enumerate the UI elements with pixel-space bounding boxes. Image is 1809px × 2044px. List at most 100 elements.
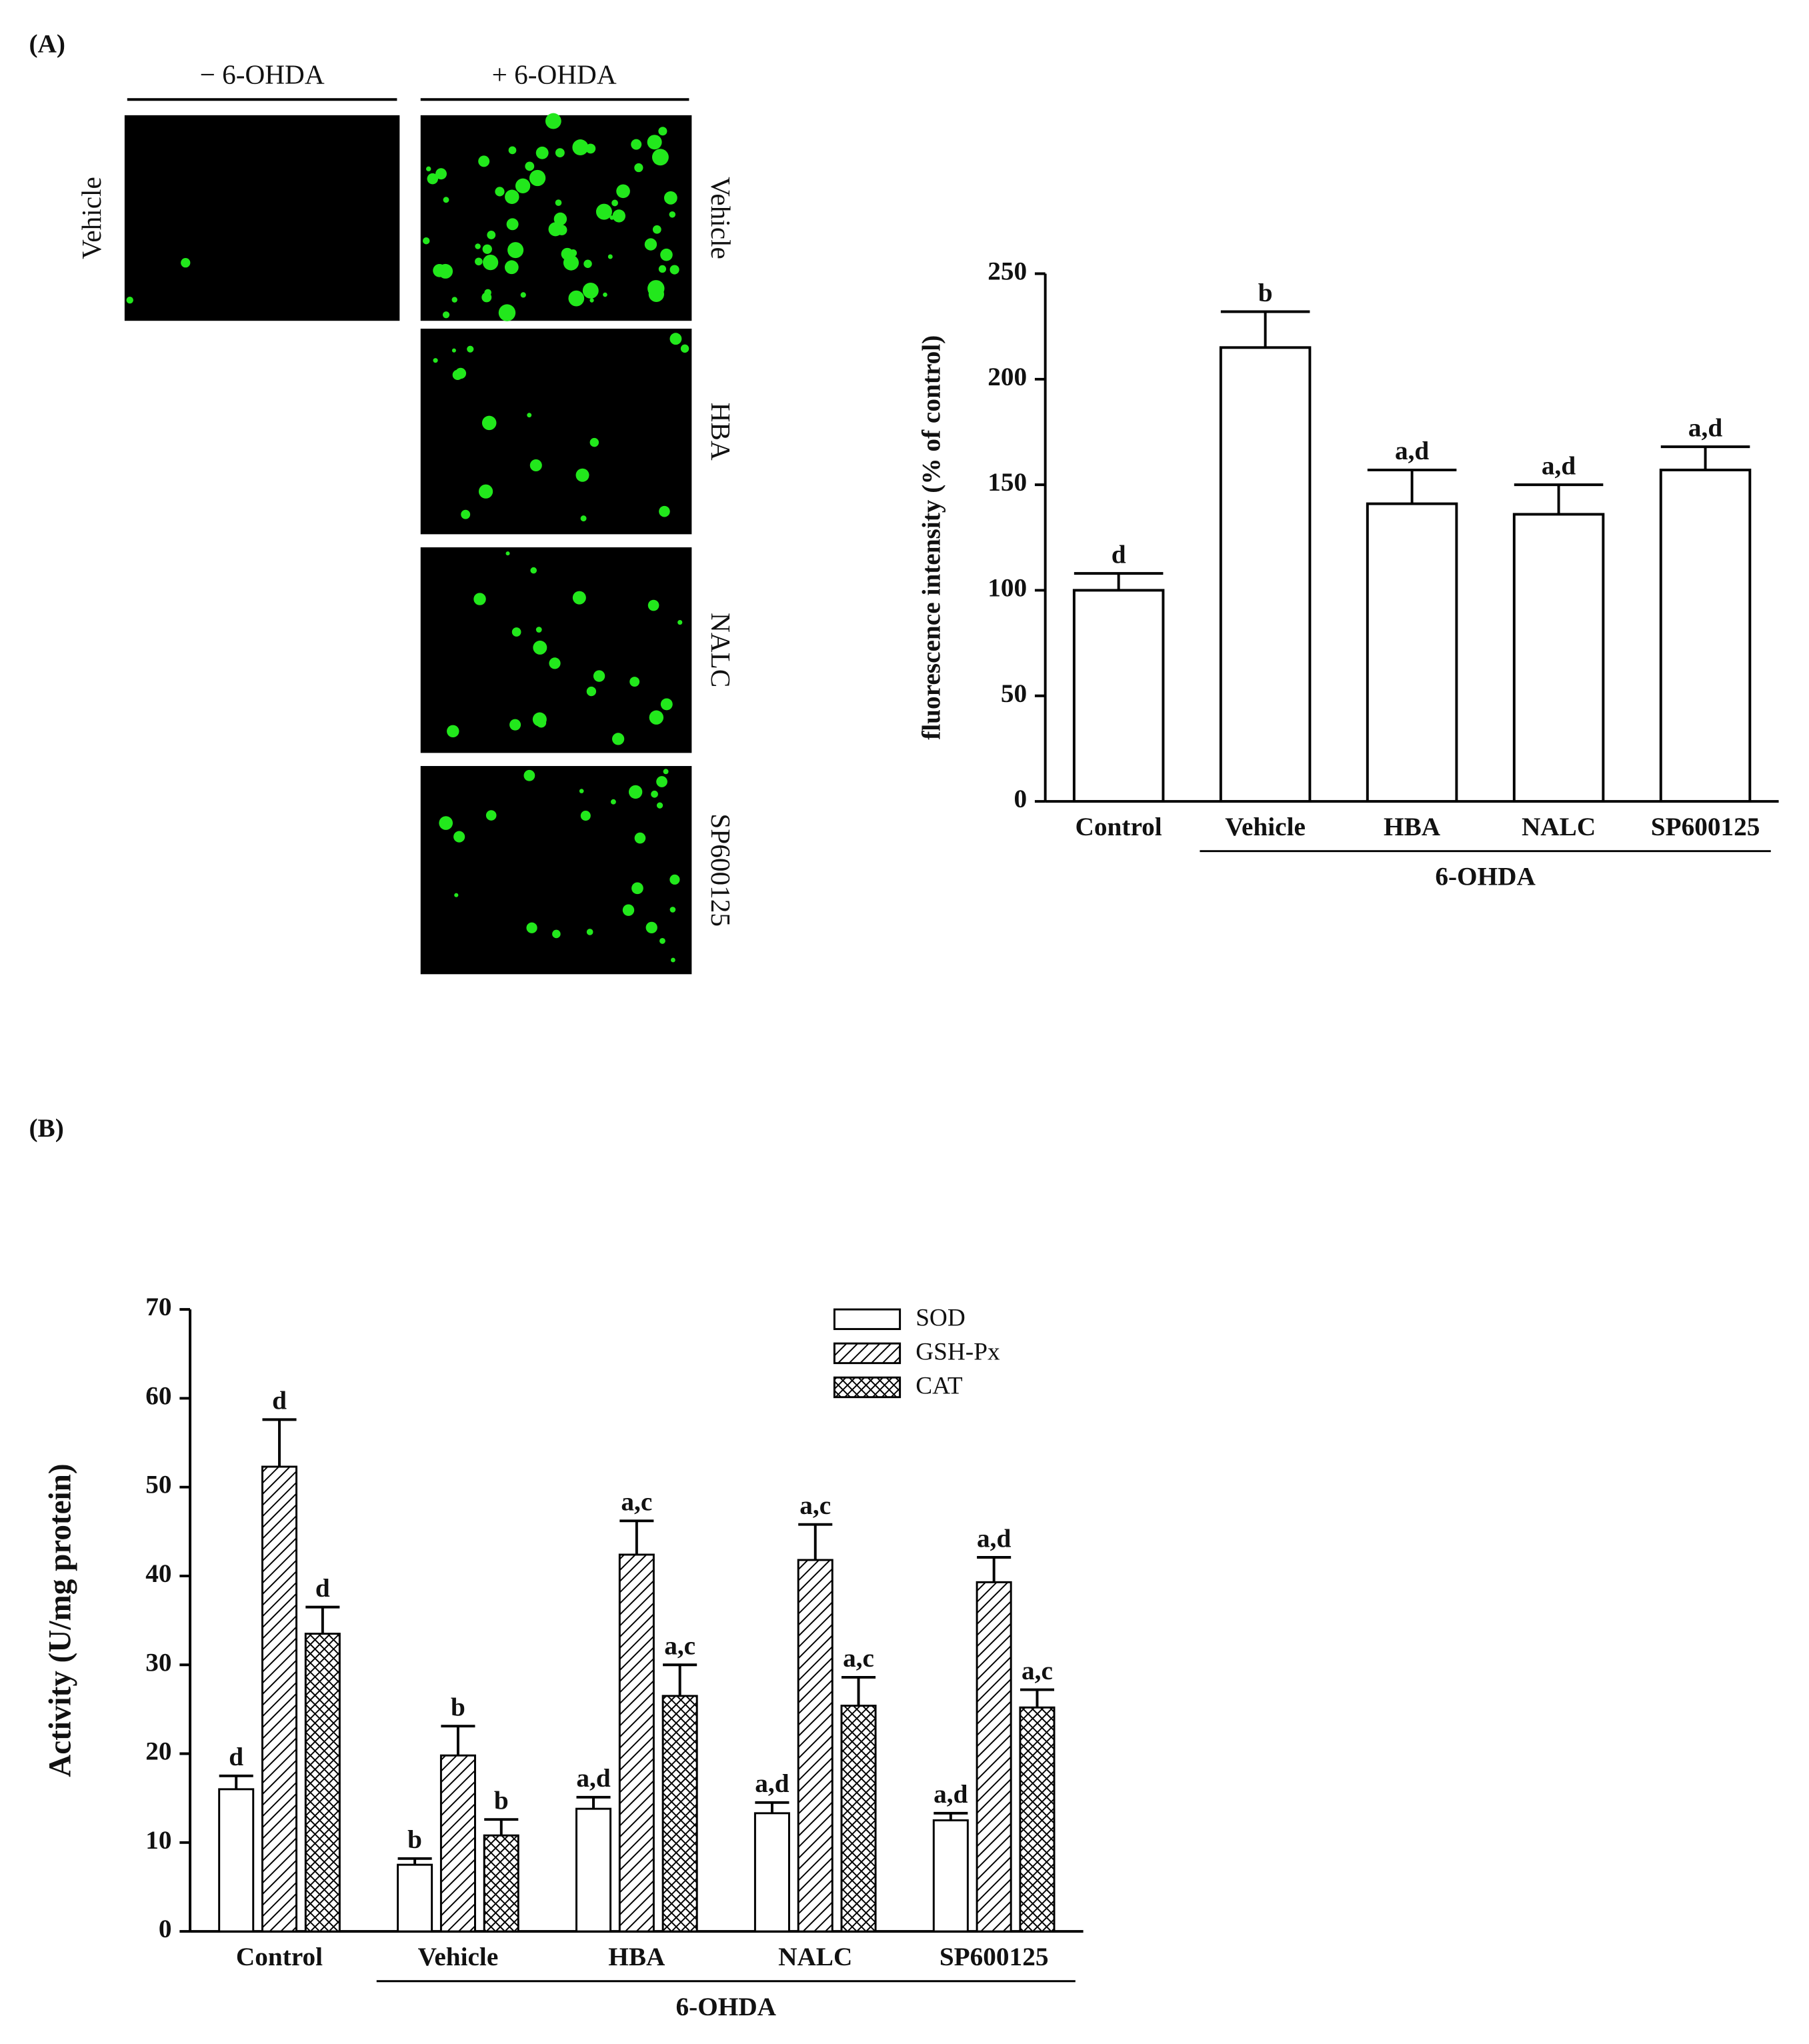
cell-dot xyxy=(660,248,673,261)
cell-dot xyxy=(443,197,449,203)
cell-dot xyxy=(652,225,661,234)
significance-label: a,d xyxy=(755,1769,789,1798)
micrograph xyxy=(420,547,692,753)
legend-swatch xyxy=(833,1342,901,1365)
cell-dot xyxy=(658,127,667,136)
y-tick-label: 20 xyxy=(145,1737,171,1766)
x-group-label: 6-OHDA xyxy=(676,1993,777,2021)
x-tick-label: HBA xyxy=(1384,813,1441,841)
y-tick-label: 0 xyxy=(1014,785,1028,813)
cell-dot xyxy=(452,369,463,381)
significance-label: d xyxy=(272,1387,287,1415)
cell-dot xyxy=(523,769,535,781)
cell-dot xyxy=(555,199,562,206)
cell-dot xyxy=(589,298,594,303)
cell-dot xyxy=(535,146,549,159)
cell-dot xyxy=(556,225,567,235)
y-tick-label: 200 xyxy=(988,363,1027,391)
cell-dot xyxy=(485,810,497,821)
cell-dot xyxy=(656,802,663,809)
micrograph xyxy=(124,115,400,321)
cell-dot xyxy=(680,344,689,353)
significance-label: a,c xyxy=(1022,1657,1053,1685)
cell-dot xyxy=(609,215,614,220)
cell-dot xyxy=(582,282,599,299)
cell-dot xyxy=(568,290,585,307)
cell-dot xyxy=(647,280,665,297)
cell-dot xyxy=(616,184,630,199)
image-label: SP600125 xyxy=(705,813,736,927)
cell-dot xyxy=(658,265,667,273)
cell-dot xyxy=(659,505,670,517)
cell-dot xyxy=(677,619,683,625)
cell-dot xyxy=(647,599,659,611)
cell-dot xyxy=(504,260,519,275)
x-tick-label: Control xyxy=(236,1943,323,1971)
cell-dot xyxy=(553,212,567,226)
y-tick-label: 70 xyxy=(145,1293,171,1321)
cell-dot xyxy=(520,292,526,298)
significance-label: a,d xyxy=(977,1524,1011,1553)
cell-dot xyxy=(461,509,471,519)
cell-dot xyxy=(651,149,669,166)
cell-dot xyxy=(451,348,456,353)
cell-dot xyxy=(656,776,667,787)
cell-dot xyxy=(487,231,496,239)
bar xyxy=(218,1788,255,1933)
significance-label: a,c xyxy=(799,1491,831,1520)
cell-dot xyxy=(649,710,664,725)
bar xyxy=(261,1465,298,1933)
cell-dot xyxy=(610,799,616,805)
cell-dot xyxy=(669,874,680,885)
cell-dot xyxy=(481,415,497,431)
bar xyxy=(1366,502,1458,803)
significance-label: b xyxy=(494,1786,509,1815)
bar xyxy=(1019,1706,1056,1933)
significance-label: d xyxy=(315,1574,330,1603)
y-tick-label: 50 xyxy=(1001,679,1027,708)
cell-dot xyxy=(525,161,535,171)
y-tick-label: 40 xyxy=(145,1559,171,1588)
y-tick-label: 10 xyxy=(145,1826,171,1855)
image-group-label: − 6-OHDA xyxy=(200,59,325,90)
cell-dot xyxy=(580,811,591,821)
bar xyxy=(618,1553,655,1933)
cell-dot xyxy=(478,155,490,167)
bar xyxy=(304,1633,341,1933)
micrograph xyxy=(420,766,692,975)
cell-dot xyxy=(478,484,493,499)
x-tick-label: HBA xyxy=(608,1943,665,1971)
cell-dot xyxy=(529,169,546,187)
bar xyxy=(932,1819,969,1933)
cell-dot xyxy=(579,789,584,793)
significance-label: a,d xyxy=(1688,413,1722,442)
cell-dot xyxy=(611,199,618,207)
cell-dot xyxy=(569,249,577,257)
bar xyxy=(439,1754,476,1933)
panel-label: (A) xyxy=(29,30,65,59)
y-tick-label: 250 xyxy=(988,257,1027,286)
cell-dot xyxy=(453,831,465,843)
cell-dot xyxy=(454,893,459,897)
cell-dot xyxy=(647,135,662,150)
significance-label: a,d xyxy=(1395,437,1429,465)
significance-label: b xyxy=(407,1825,422,1854)
cell-dot xyxy=(607,254,613,259)
x-tick-label: SP600125 xyxy=(1651,813,1760,841)
image-label: HBA xyxy=(705,403,736,461)
significance-label: a,c xyxy=(621,1488,652,1517)
legend-swatch xyxy=(833,1308,901,1331)
cell-dot xyxy=(663,769,669,775)
cell-dot xyxy=(506,218,519,231)
x-tick-label: NALC xyxy=(1522,813,1596,841)
cell-dot xyxy=(484,289,491,297)
cell-dot xyxy=(530,567,537,574)
micrographs: Vehicle Vehicle HBA NALC SP600125 xyxy=(76,113,736,975)
cell-dot xyxy=(451,297,457,303)
cell-dot xyxy=(659,937,665,944)
cell-dot xyxy=(663,191,677,205)
cell-dot xyxy=(629,677,640,687)
cell-dot xyxy=(509,719,521,731)
bar xyxy=(397,1863,433,1933)
